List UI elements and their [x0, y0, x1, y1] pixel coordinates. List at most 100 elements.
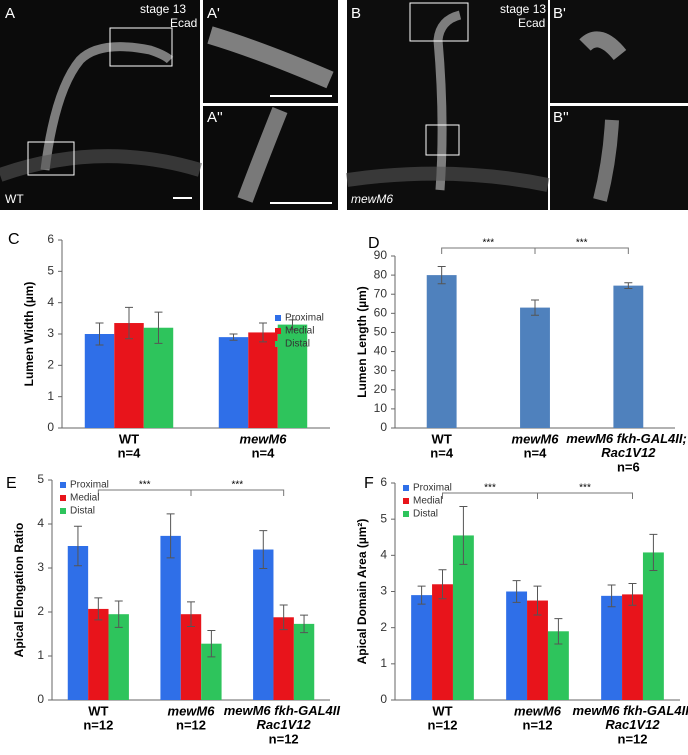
- y-tick-label: 4: [37, 516, 44, 530]
- y-tick-label: 0: [380, 420, 387, 434]
- y-tick-label: 4: [380, 548, 387, 562]
- panel-label: D: [368, 235, 380, 252]
- y-tick-label: 4: [47, 295, 54, 309]
- y-tick-label: 5: [37, 472, 44, 486]
- n-label: n=12: [83, 717, 113, 732]
- legend-label: Distal: [413, 509, 438, 520]
- significance-bracket: [190, 489, 285, 496]
- y-tick-label: 6: [380, 475, 387, 489]
- bar: [411, 595, 433, 700]
- y-tick-label: 2: [37, 604, 44, 618]
- significance-label: ***: [139, 480, 151, 491]
- y-tick-label: 10: [374, 401, 388, 415]
- micrograph-a-prime: [203, 0, 338, 210]
- y-axis-label: Apical Elongation Ratio: [12, 523, 26, 658]
- bar: [160, 535, 181, 700]
- legend-swatch: [60, 495, 66, 501]
- panel-label: E: [6, 475, 17, 492]
- legend-swatch: [60, 508, 66, 514]
- bar: [452, 535, 474, 700]
- panel-label: C: [8, 231, 20, 248]
- x-tick-label: mewM6 fkh-GAL4II Rac1V12: [224, 703, 344, 732]
- panel-label: B: [351, 5, 361, 22]
- x-tick-label: WT: [432, 431, 452, 446]
- error-bar: [207, 629, 216, 658]
- y-tick-label: 0: [47, 420, 54, 434]
- x-tick-label: mewM6 fkh-GAL4II; Rac1V12: [566, 431, 688, 460]
- micrograph-b-prime: [550, 0, 688, 210]
- error-bar: [166, 513, 175, 559]
- panel-label: F: [364, 475, 374, 492]
- y-tick-label: 3: [380, 584, 387, 598]
- bar: [426, 275, 457, 428]
- bar: [520, 307, 550, 428]
- y-tick-label: 3: [47, 326, 54, 340]
- bar: [432, 584, 453, 700]
- bar: [273, 617, 294, 700]
- n-label: n=12: [176, 717, 206, 732]
- error-bar: [154, 311, 163, 344]
- significance-label: ***: [482, 238, 494, 249]
- bar: [613, 285, 644, 428]
- bar: [67, 546, 89, 700]
- legend-swatch: [275, 328, 281, 334]
- panel-label: B': [553, 5, 566, 22]
- bar: [547, 631, 569, 700]
- significance-bracket: [441, 247, 536, 254]
- bar: [201, 643, 222, 700]
- bar: [88, 608, 109, 700]
- n-label: n=12: [269, 731, 299, 746]
- x-tick-label: WT: [88, 703, 108, 718]
- error-bar: [229, 333, 238, 341]
- error-bar: [114, 600, 123, 628]
- y-tick-label: 6: [47, 232, 54, 246]
- legend-swatch: [403, 485, 409, 491]
- legend-label: Proximal: [70, 480, 109, 491]
- y-axis-label: Apical Domain Area (µm²): [355, 519, 369, 665]
- legend-label: Medial: [413, 496, 442, 507]
- n-label: n=6: [617, 459, 640, 474]
- legend-label: Distal: [285, 339, 310, 350]
- genotype-label: mewM6: [351, 192, 393, 206]
- panel-label: B'': [553, 109, 569, 126]
- legend-swatch: [275, 315, 281, 321]
- bar: [622, 594, 643, 700]
- legend-swatch: [60, 482, 66, 488]
- n-label: n=12: [618, 731, 648, 746]
- micrograph-a: [0, 0, 203, 210]
- genotype-label: WT: [5, 192, 24, 206]
- significance-label: ***: [484, 483, 496, 494]
- significance-label: ***: [231, 480, 243, 491]
- y-axis-label: Lumen Width (µm): [22, 282, 36, 387]
- bar: [527, 600, 548, 700]
- error-bar: [533, 585, 542, 616]
- x-tick-label: mewM6: [240, 431, 288, 446]
- error-bar: [628, 583, 637, 606]
- error-bar: [259, 530, 268, 569]
- bar: [114, 323, 144, 428]
- y-tick-label: 50: [374, 325, 388, 339]
- error-bar: [649, 533, 658, 572]
- y-tick-label: 90: [374, 248, 388, 262]
- error-bar: [624, 282, 633, 289]
- error-bar: [607, 584, 616, 608]
- error-bar: [187, 601, 195, 628]
- legend-swatch: [275, 341, 281, 347]
- y-tick-label: 3: [37, 560, 44, 574]
- error-bar: [300, 614, 309, 634]
- significance-bracket: [534, 247, 629, 254]
- bar: [84, 334, 115, 428]
- y-tick-label: 20: [374, 382, 388, 396]
- x-tick-label: mewM6: [168, 703, 216, 718]
- error-bar: [279, 604, 288, 631]
- y-tick-label: 60: [374, 306, 388, 320]
- bar: [248, 332, 278, 428]
- y-tick-label: 0: [380, 692, 387, 706]
- n-label: n=12: [428, 717, 458, 732]
- error-bar: [288, 319, 297, 330]
- error-bar: [259, 322, 267, 343]
- bar: [143, 327, 174, 428]
- bar: [642, 552, 664, 700]
- stain-label: Ecad: [518, 16, 545, 30]
